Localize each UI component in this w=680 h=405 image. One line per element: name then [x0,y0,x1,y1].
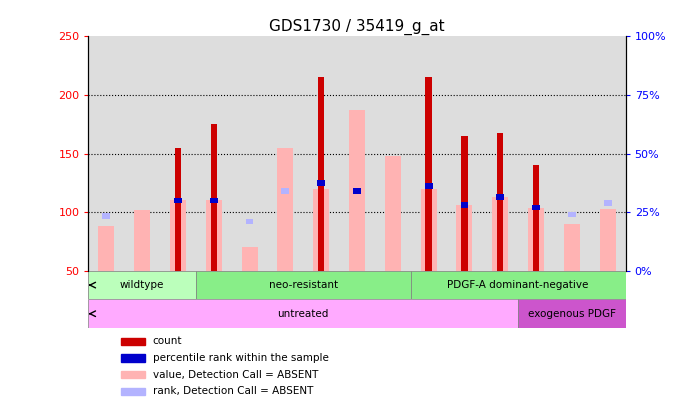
Text: rank, Detection Call = ABSENT: rank, Detection Call = ABSENT [153,386,313,396]
Text: neo-resistant: neo-resistant [269,280,338,290]
Bar [461,136,468,271]
Bar [211,124,217,271]
Bar [318,77,324,271]
Bar [277,148,294,271]
Bar [174,198,182,203]
Bar [120,371,145,378]
Bar [98,226,114,271]
Bar [518,299,626,328]
Bar [425,183,432,190]
Bar [533,165,539,271]
Bar [210,198,218,203]
Bar [103,213,110,219]
Bar [528,207,544,271]
Text: wildtype: wildtype [120,280,165,290]
Bar [196,271,411,299]
Bar [496,194,504,200]
Bar [349,110,365,271]
Bar [205,200,222,271]
Bar [120,388,145,395]
Bar [313,189,329,271]
Text: exogenous PDGF: exogenous PDGF [528,309,616,319]
Bar [420,189,437,271]
Text: percentile rank within the sample: percentile rank within the sample [153,353,328,363]
Bar [568,211,576,217]
Bar [460,202,469,208]
Text: PDGF-A dominant-negative: PDGF-A dominant-negative [447,280,589,290]
Text: value, Detection Call = ABSENT: value, Detection Call = ABSENT [153,370,318,380]
Bar [120,354,145,362]
Bar [318,180,325,186]
Bar [175,148,181,271]
Bar [497,132,503,271]
Bar [385,156,401,271]
Bar [282,188,289,194]
Bar [456,205,473,271]
Bar [564,224,580,271]
Bar [604,200,611,206]
Bar [134,210,150,271]
Text: untreated: untreated [277,309,329,319]
Bar [532,205,540,211]
Bar [88,299,518,328]
Bar [492,197,509,271]
Bar [170,200,186,271]
Bar [120,337,145,345]
Bar [245,219,254,224]
Bar [411,271,626,299]
Bar [88,271,196,299]
Bar [353,188,361,194]
Bar [241,247,258,271]
Title: GDS1730 / 35419_g_at: GDS1730 / 35419_g_at [269,19,445,35]
Bar [600,209,616,271]
Text: count: count [153,336,182,346]
Bar [426,77,432,271]
